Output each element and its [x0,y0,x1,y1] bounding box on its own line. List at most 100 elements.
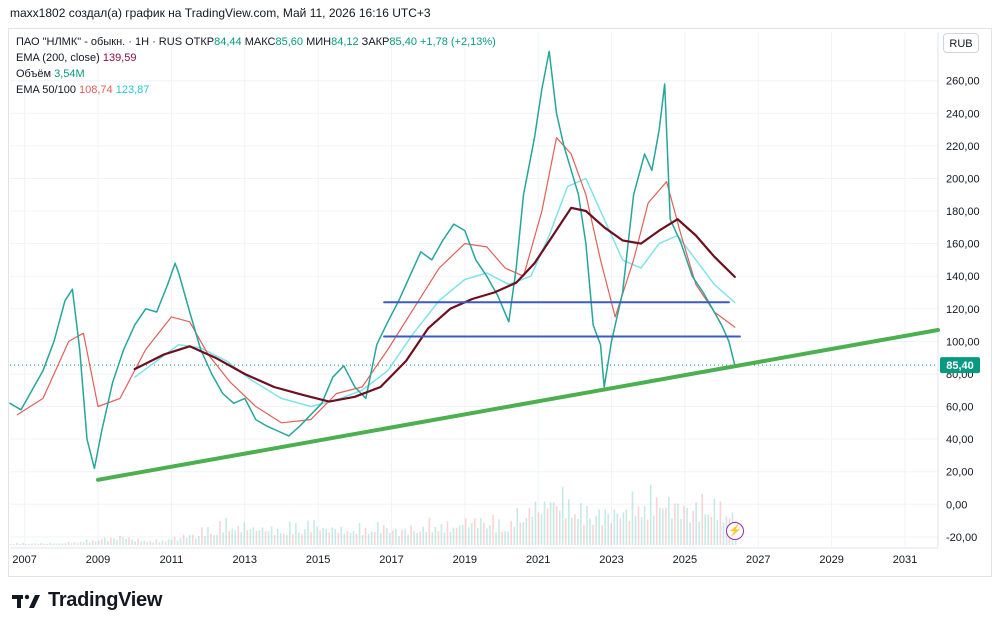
volume-bar [483,522,485,545]
volume-bar [692,510,694,545]
volume-bar [252,527,255,545]
volume-bar [376,521,379,545]
volume-bar [219,520,221,545]
volume-bar [131,539,133,545]
volume-bar [643,505,646,545]
volume-bar [564,518,567,545]
currency-button[interactable]: RUB [943,33,979,53]
volume-bar [580,502,582,545]
volume-bar [540,514,543,545]
volume-bar [498,519,500,545]
x-tick-label: 2031 [893,554,917,566]
volume-bar [213,535,215,545]
volume-bar [719,501,722,545]
ema-100-line [133,177,736,408]
lightning-icon[interactable]: ⚡ [726,522,744,540]
volume-bar [113,538,115,545]
volume-bar [355,534,358,545]
volume-bar [367,533,370,545]
volume-bar [370,531,373,545]
x-tick-label: 2013 [233,554,257,566]
volume-bar [513,526,516,545]
volume-bar [386,528,388,545]
volume-bar [716,520,719,545]
volume-bar [119,535,121,545]
volume-bar [279,533,282,545]
volume-bar [713,498,716,545]
legend-ema200-row[interactable]: EMA (200, close) 139,59 [16,50,496,66]
volume-bar [43,543,45,545]
price-series-line [9,50,736,470]
volume-bar [410,525,412,545]
volume-bar [528,507,531,545]
volume-bar [104,537,106,545]
volume-bar [473,518,476,545]
volume-bar [464,518,467,545]
volume-bar [431,532,434,545]
volume-bar [352,531,355,545]
high-label: МАКС [244,36,276,48]
volume-bar [534,501,537,545]
y-tick-label: 0,00 [946,499,967,511]
volume-bar [383,524,385,545]
volume-bar [592,525,594,545]
volume-bar [161,540,164,545]
symbol-label[interactable]: ПАО "НЛМК" - обыкн. · 1Н · RUS [16,36,183,48]
y-tick-label: 180,00 [946,206,980,218]
volume-bar [34,543,36,545]
volume-bar [361,534,364,545]
volume-bar [61,543,64,545]
volume-bar [55,543,58,545]
legend-volume-row[interactable]: Объём 3,54M [16,66,496,82]
volume-bar [316,526,318,545]
volume-bar [31,543,33,545]
volume-bar [495,532,497,545]
volume-bar [146,541,149,545]
ema50-value: 108,74 [79,84,113,96]
y-tick-label: -20,00 [946,532,977,544]
volume-bar [282,533,285,545]
volume-bar [67,541,70,545]
volume-bar [407,534,409,545]
volume-bar [140,541,143,545]
volume-bar [646,519,649,545]
volume-bar [516,508,519,545]
high-value: 85,60 [275,36,303,48]
volume-bar [16,543,18,545]
volume-bar [649,484,652,545]
volume-bar [198,536,200,545]
volume-bar [480,518,482,545]
ema200-value: 139,59 [102,52,137,64]
volume-bar [446,521,449,545]
volume-bar [470,523,473,545]
volume-bar [522,522,525,545]
volume-bar [264,531,267,545]
volume-bar [25,543,27,545]
legend-ema50-100-row[interactable]: EMA 50/100 108,74 123,87 [16,82,496,98]
volume-bar [261,527,264,545]
volume-bar [76,543,79,545]
volume-bar [392,530,394,545]
volume-bar [207,527,209,545]
volume-bar [173,536,176,545]
volume-bar [458,525,461,545]
volume-bar [677,503,679,545]
volume-bar [88,542,91,545]
volume-bar [628,520,631,545]
volume-bar [298,532,300,545]
volume-bar [461,524,464,545]
volume-bar [164,541,167,545]
tradingview-logo[interactable]: TradingView [12,589,162,612]
last-price-label: 85,40 [946,360,974,372]
volume-bar [428,517,431,545]
volume-bar [489,525,491,545]
volume-bar [334,528,337,545]
volume-bar [598,509,600,545]
volume-bar [525,518,528,545]
volume-bar [73,542,76,545]
volume-bar [292,534,294,545]
volume-bar [449,531,452,545]
volume-bar [28,543,30,545]
volume-bar [558,510,561,545]
